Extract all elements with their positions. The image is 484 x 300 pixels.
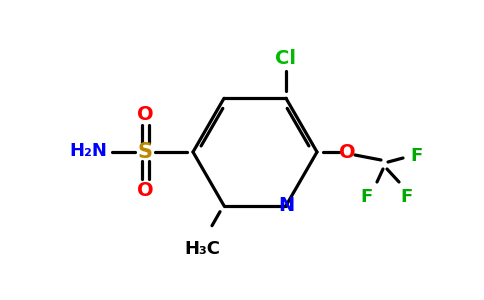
Text: H₃C: H₃C [184,240,220,258]
Text: O: O [136,181,153,200]
Text: F: F [401,188,413,206]
Text: S: S [137,142,152,162]
Text: Cl: Cl [275,49,297,68]
Text: O: O [136,104,153,124]
Text: O: O [339,142,355,161]
Text: F: F [360,188,372,206]
Text: F: F [411,147,423,165]
Text: N: N [278,196,294,215]
Text: H₂N: H₂N [69,142,107,160]
